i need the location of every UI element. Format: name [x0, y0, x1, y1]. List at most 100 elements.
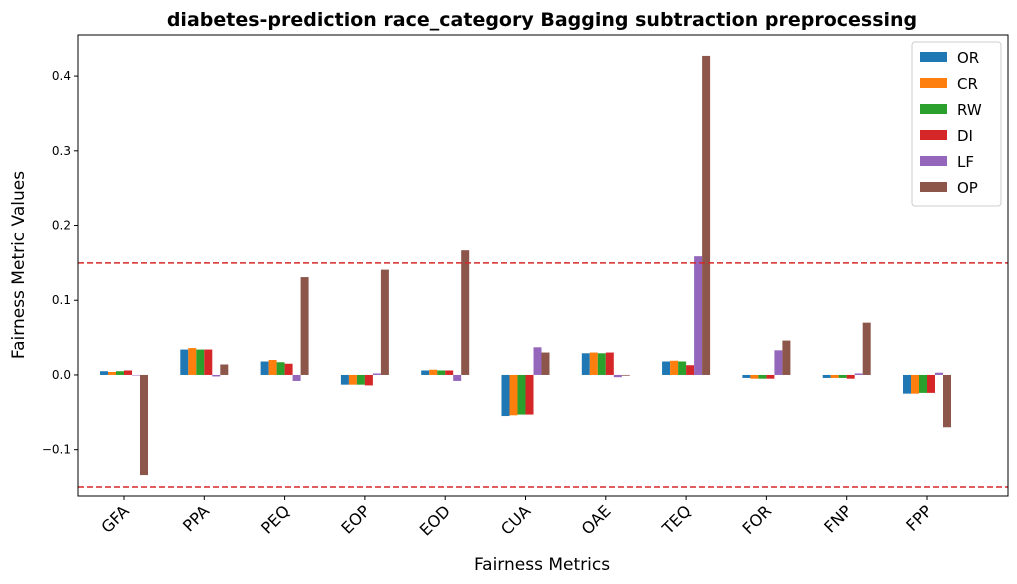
bar-or-for — [742, 374, 751, 378]
bar-rw-peq — [276, 362, 285, 375]
legend-label: DI — [957, 127, 973, 145]
legend-item-op: OP — [920, 179, 978, 197]
bar-op-eop — [380, 269, 389, 375]
x-tick-label: TEQ — [658, 501, 695, 538]
y-tick-label: 0.0 — [52, 368, 71, 382]
bar-lf-cua — [533, 347, 542, 375]
legend-swatch — [920, 52, 947, 62]
legend-swatch — [920, 78, 947, 88]
bar-lf-fnp — [854, 373, 863, 375]
bar-di-peq — [284, 363, 293, 375]
bar-cr-cua — [509, 374, 518, 416]
x-tick-label: GFA — [97, 501, 132, 536]
bar-op-eod — [461, 250, 470, 375]
chart-title: diabetes-prediction race_category Baggin… — [167, 9, 917, 31]
x-tick-label: PPA — [179, 501, 213, 535]
series-op — [140, 55, 951, 476]
bar-di-fnp — [846, 374, 855, 379]
bar-lf-peq — [292, 374, 301, 381]
bar-di-ppa — [204, 349, 213, 375]
series-or — [100, 349, 911, 417]
bar-cr-teq — [670, 360, 679, 375]
bar-rw-oae — [597, 353, 606, 375]
y-tick-label: 0.1 — [52, 293, 71, 307]
series-lf — [132, 256, 943, 381]
bar-op-oae — [621, 374, 630, 376]
bar-di-eod — [445, 370, 454, 375]
bar-or-eod — [421, 370, 430, 375]
legend-item-rw: RW — [920, 101, 982, 119]
plot-frame — [77, 34, 1009, 497]
bar-rw-eop — [356, 374, 365, 385]
y-tick-label: 0.2 — [52, 219, 71, 233]
bar-lf-oae — [613, 374, 622, 378]
legend-swatch — [920, 130, 947, 140]
bar-or-fnp — [822, 374, 831, 378]
bar-rw-teq — [678, 361, 687, 375]
bar-cr-gfa — [108, 371, 116, 375]
legend-item-lf: LF — [920, 153, 974, 171]
bar-or-ppa — [180, 349, 189, 375]
bar-rw-eod — [437, 370, 446, 375]
legend: OR CR RW DI LF OP — [911, 41, 1002, 207]
series-di — [124, 349, 935, 415]
bar-op-ppa — [220, 364, 229, 375]
bar-or-gfa — [100, 371, 108, 375]
legend-item-cr: CR — [920, 75, 978, 93]
bar-or-eop — [340, 374, 349, 385]
bar-rw-for — [758, 374, 767, 379]
bar-cr-oae — [589, 352, 598, 375]
bar-or-cua — [501, 374, 510, 417]
bar-rw-gfa — [116, 371, 124, 375]
bar-op-for — [782, 340, 791, 375]
bar-di-cua — [525, 374, 534, 415]
x-tick-label: EOP — [337, 501, 374, 538]
bar-op-cua — [541, 352, 550, 375]
legend-item-or: OR — [920, 49, 979, 67]
bar-cr-fnp — [830, 374, 839, 378]
x-tick-label: CUA — [497, 501, 534, 538]
series-cr — [108, 348, 919, 416]
series-rw — [116, 349, 927, 415]
bar-or-oae — [581, 353, 590, 375]
x-tick-label: PEQ — [257, 501, 293, 537]
legend-label: LF — [957, 153, 974, 171]
x-tick-label: FNP — [820, 501, 855, 536]
y-tick-label: −0.1 — [42, 443, 71, 457]
bar-or-fpp — [903, 374, 911, 394]
bar-rw-fpp — [919, 374, 927, 393]
x-axis: GFA PPA PEQ EOP EOD CUA OAE TEQ FOR FNP FPP — [97, 496, 936, 540]
bar-cr-for — [750, 374, 759, 379]
y-axis-label: Fairness Metric Values — [9, 171, 29, 359]
bar-lf-eod — [453, 374, 462, 381]
bar-or-peq — [260, 361, 269, 375]
y-tick-label: 0.4 — [52, 69, 71, 83]
bar-cr-eop — [348, 374, 357, 385]
bar-cr-fpp — [911, 374, 919, 394]
legend-item-di: DI — [920, 127, 973, 145]
bar-lf-ppa — [212, 374, 221, 377]
legend-swatch — [920, 104, 947, 114]
x-tick-label: EOD — [416, 501, 454, 539]
bar-cr-eod — [429, 369, 438, 375]
bar-lf-fpp — [935, 372, 943, 375]
bar-di-gfa — [124, 370, 132, 375]
legend-label: CR — [957, 75, 978, 93]
bar-di-for — [766, 374, 775, 379]
bar-di-fpp — [927, 374, 935, 393]
y-axis: −0.1 0.0 0.1 0.2 0.3 0.4 — [42, 69, 78, 457]
legend-swatch — [920, 182, 947, 192]
legend-swatch — [920, 156, 947, 166]
bar-or-teq — [662, 361, 671, 375]
bar-op-teq — [702, 55, 711, 375]
bar-lf-gfa — [132, 374, 140, 376]
y-tick-label: 0.3 — [52, 144, 71, 158]
bar-di-eop — [364, 374, 373, 386]
bar-op-fnp — [862, 322, 871, 375]
x-tick-label: FOR — [739, 501, 776, 538]
bar-rw-cua — [517, 374, 526, 415]
bar-lf-eop — [372, 373, 381, 375]
x-tick-label: FPP — [902, 501, 936, 535]
bar-lf-for — [774, 350, 783, 375]
bar-cr-peq — [268, 360, 277, 375]
